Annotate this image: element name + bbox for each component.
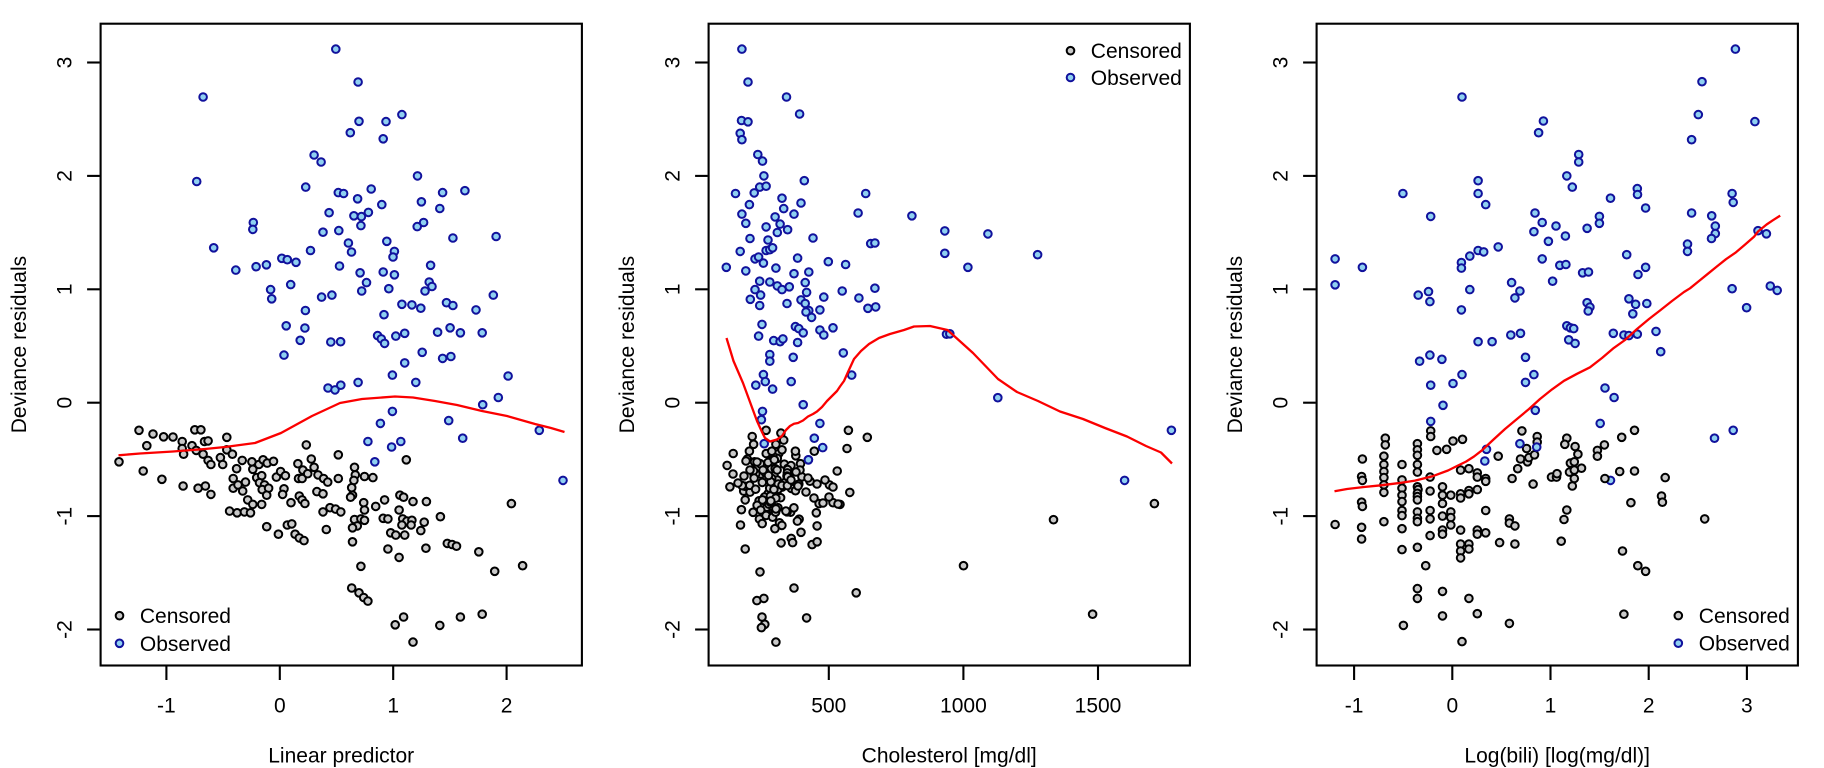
svg-text:Observed: Observed — [140, 633, 231, 656]
svg-text:Observed: Observed — [1091, 67, 1182, 90]
svg-text:Censored: Censored — [140, 605, 231, 628]
svg-text:3: 3 — [1741, 695, 1753, 718]
svg-text:1: 1 — [661, 283, 684, 295]
svg-text:-1: -1 — [157, 695, 176, 718]
svg-text:2: 2 — [501, 695, 513, 718]
svg-text:Deviance residuals: Deviance residuals — [1224, 256, 1247, 433]
svg-text:-2: -2 — [1269, 620, 1292, 639]
svg-text:1: 1 — [53, 283, 76, 295]
svg-text:Deviance residuals: Deviance residuals — [616, 256, 639, 433]
svg-text:3: 3 — [661, 57, 684, 69]
svg-text:-1: -1 — [661, 507, 684, 526]
svg-text:-1: -1 — [53, 507, 76, 526]
svg-text:-1: -1 — [1345, 695, 1364, 718]
svg-text:2: 2 — [661, 170, 684, 182]
svg-text:500: 500 — [811, 695, 846, 718]
svg-text:Observed: Observed — [1699, 633, 1790, 656]
svg-text:2: 2 — [53, 170, 76, 182]
svg-text:0: 0 — [661, 397, 684, 409]
svg-text:1: 1 — [1269, 283, 1292, 295]
svg-text:0: 0 — [53, 397, 76, 409]
svg-text:Deviance residuals: Deviance residuals — [8, 256, 31, 433]
svg-text:1: 1 — [387, 695, 399, 718]
svg-text:3: 3 — [53, 57, 76, 69]
svg-text:-2: -2 — [53, 620, 76, 639]
svg-text:2: 2 — [1269, 170, 1292, 182]
svg-text:0: 0 — [274, 695, 286, 718]
svg-text:-2: -2 — [661, 620, 684, 639]
svg-text:0: 0 — [1446, 695, 1458, 718]
svg-text:Cholesterol [mg/dl]: Cholesterol [mg/dl] — [862, 745, 1037, 768]
svg-text:3: 3 — [1269, 57, 1292, 69]
svg-text:1: 1 — [1545, 695, 1557, 718]
svg-text:1000: 1000 — [940, 695, 987, 718]
svg-text:1500: 1500 — [1075, 695, 1122, 718]
svg-text:Censored: Censored — [1699, 605, 1790, 628]
svg-text:2: 2 — [1643, 695, 1655, 718]
svg-text:0: 0 — [1269, 397, 1292, 409]
svg-text:-1: -1 — [1269, 507, 1292, 526]
svg-text:Linear predictor: Linear predictor — [268, 745, 414, 768]
svg-text:Log(bili) [log(mg/dl)]: Log(bili) [log(mg/dl)] — [1464, 745, 1650, 768]
svg-text:Censored: Censored — [1091, 40, 1182, 63]
